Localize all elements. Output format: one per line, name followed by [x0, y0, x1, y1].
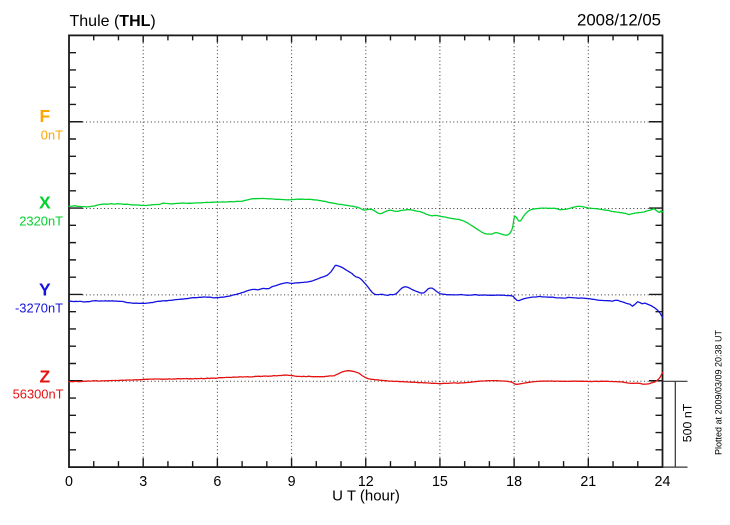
svg-text:2320nT: 2320nT	[19, 213, 63, 228]
svg-text:Y: Y	[39, 279, 51, 299]
svg-text:9: 9	[288, 474, 296, 490]
svg-text:6: 6	[213, 474, 221, 490]
svg-text:500 nT: 500 nT	[681, 403, 695, 442]
svg-text:3: 3	[139, 474, 147, 490]
svg-text:56300nT: 56300nT	[13, 387, 64, 402]
svg-text:0nT: 0nT	[41, 128, 63, 143]
svg-text:U T (hour): U T (hour)	[332, 487, 400, 504]
svg-text:-3270nT: -3270nT	[15, 301, 63, 316]
svg-text:12: 12	[358, 474, 374, 490]
svg-text:21: 21	[580, 474, 596, 490]
svg-text:X: X	[39, 193, 51, 213]
svg-text:24: 24	[655, 474, 671, 490]
svg-text:Plotted at 2009/03/09 20:38 UT: Plotted at 2009/03/09 20:38 UT	[714, 329, 724, 455]
svg-text:2008/12/05: 2008/12/05	[577, 11, 661, 30]
svg-text:0: 0	[65, 474, 73, 490]
svg-text:Z: Z	[39, 367, 50, 387]
svg-text:18: 18	[506, 474, 522, 490]
svg-text:Thule (THL): Thule (THL)	[70, 13, 156, 30]
svg-text:F: F	[39, 106, 50, 126]
svg-text:15: 15	[432, 474, 448, 490]
